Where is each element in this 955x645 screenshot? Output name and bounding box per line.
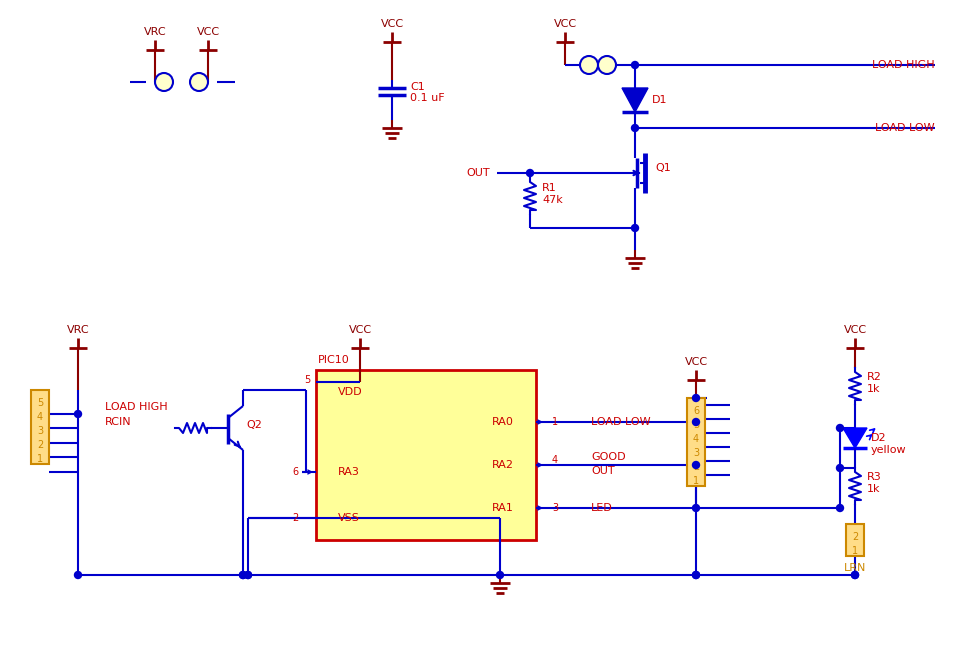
Text: RA0: RA0 — [492, 417, 514, 427]
Circle shape — [190, 73, 208, 91]
Text: 5: 5 — [304, 375, 310, 385]
Text: 3: 3 — [693, 448, 699, 458]
Circle shape — [631, 61, 639, 68]
Text: 2: 2 — [291, 513, 298, 523]
Text: Q2: Q2 — [246, 420, 262, 430]
Circle shape — [837, 424, 843, 432]
Text: 2: 2 — [37, 440, 43, 450]
Bar — [687, 398, 705, 486]
Text: PIC10: PIC10 — [318, 355, 350, 365]
Text: RA1: RA1 — [492, 503, 514, 513]
Bar — [316, 370, 536, 540]
Circle shape — [526, 170, 534, 177]
Text: LED: LED — [591, 503, 613, 513]
Text: 6: 6 — [693, 406, 699, 416]
Text: VRC: VRC — [143, 27, 166, 37]
Circle shape — [580, 56, 598, 74]
Text: 1k: 1k — [867, 384, 881, 394]
Text: 47k: 47k — [542, 195, 562, 205]
Circle shape — [244, 571, 251, 579]
Text: LOAD LOW: LOAD LOW — [591, 417, 650, 427]
Text: LOAD HIGH: LOAD HIGH — [872, 60, 935, 70]
Text: 0.1 uF: 0.1 uF — [410, 93, 445, 103]
Circle shape — [631, 224, 639, 232]
Text: 2: 2 — [693, 462, 699, 472]
Text: VCC: VCC — [843, 325, 866, 335]
Text: RCIN: RCIN — [105, 417, 132, 427]
Circle shape — [692, 395, 699, 401]
Text: RA2: RA2 — [492, 460, 514, 470]
Text: 1: 1 — [852, 546, 858, 556]
Text: VRC: VRC — [67, 325, 90, 335]
Text: 1: 1 — [693, 476, 699, 486]
Circle shape — [240, 571, 246, 579]
Circle shape — [692, 571, 699, 579]
Bar — [31, 390, 49, 464]
Text: OUT: OUT — [591, 466, 615, 476]
Text: 5: 5 — [693, 420, 699, 430]
Circle shape — [244, 571, 251, 579]
Circle shape — [598, 56, 616, 74]
Text: VCC: VCC — [349, 325, 371, 335]
Text: LOAD LOW: LOAD LOW — [876, 123, 935, 133]
Text: R1: R1 — [542, 183, 557, 193]
Circle shape — [837, 504, 843, 511]
Text: Q1: Q1 — [655, 163, 670, 173]
Circle shape — [240, 571, 246, 579]
Text: RA3: RA3 — [338, 467, 360, 477]
Polygon shape — [843, 428, 867, 448]
Circle shape — [692, 462, 699, 468]
Text: R3: R3 — [867, 472, 881, 482]
Text: 6: 6 — [292, 467, 298, 477]
Text: 5: 5 — [37, 398, 43, 408]
Circle shape — [692, 419, 699, 426]
Circle shape — [692, 504, 699, 511]
Text: 2: 2 — [852, 532, 859, 542]
Text: LRN: LRN — [844, 563, 866, 573]
Text: C1: C1 — [410, 82, 425, 92]
Text: R2: R2 — [867, 372, 881, 382]
Circle shape — [852, 571, 859, 579]
Circle shape — [631, 124, 639, 132]
Text: LOAD HIGH: LOAD HIGH — [105, 402, 168, 412]
Text: 4: 4 — [693, 434, 699, 444]
Text: OUT: OUT — [466, 168, 490, 178]
Circle shape — [837, 464, 843, 471]
Text: VCC: VCC — [685, 357, 708, 367]
Circle shape — [155, 73, 173, 91]
Text: 3: 3 — [552, 503, 558, 513]
Circle shape — [497, 571, 503, 579]
Text: 1k: 1k — [867, 484, 881, 494]
Text: 1: 1 — [552, 417, 558, 427]
Text: 4: 4 — [37, 412, 43, 422]
Text: VSS: VSS — [338, 513, 360, 523]
Text: GOOD: GOOD — [591, 452, 626, 462]
Polygon shape — [622, 88, 648, 112]
Text: yellow: yellow — [871, 445, 906, 455]
Text: VCC: VCC — [197, 27, 220, 37]
Text: VDD: VDD — [338, 387, 363, 397]
Text: D1: D1 — [652, 95, 668, 105]
Text: VCC: VCC — [554, 19, 577, 29]
Text: 4: 4 — [552, 455, 558, 465]
Bar — [846, 524, 864, 556]
Text: VCC: VCC — [380, 19, 404, 29]
Text: D2: D2 — [871, 433, 886, 443]
Text: 3: 3 — [37, 426, 43, 436]
Circle shape — [692, 571, 699, 579]
Text: 1: 1 — [37, 454, 43, 464]
Circle shape — [74, 571, 81, 579]
Circle shape — [74, 410, 81, 417]
Circle shape — [852, 571, 859, 579]
